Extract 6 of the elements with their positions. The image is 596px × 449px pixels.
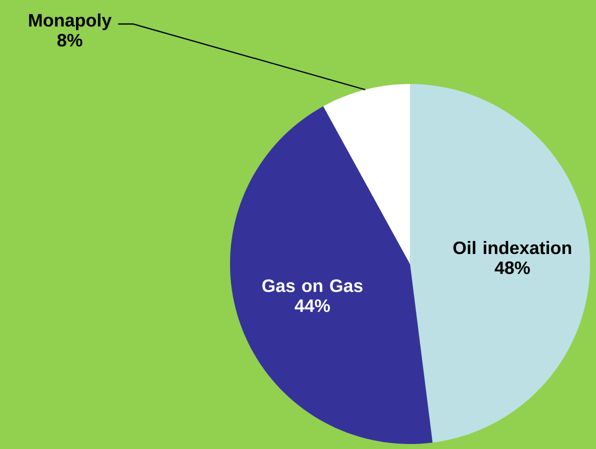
slice-label: Oil indexation <box>453 241 572 254</box>
data-label: 8% <box>57 34 82 47</box>
data-label: 48% <box>494 261 530 274</box>
slice-label: Gas on Gas <box>262 279 363 292</box>
slice-label: Monapoly <box>29 13 112 30</box>
data-label: 44% <box>294 299 330 312</box>
